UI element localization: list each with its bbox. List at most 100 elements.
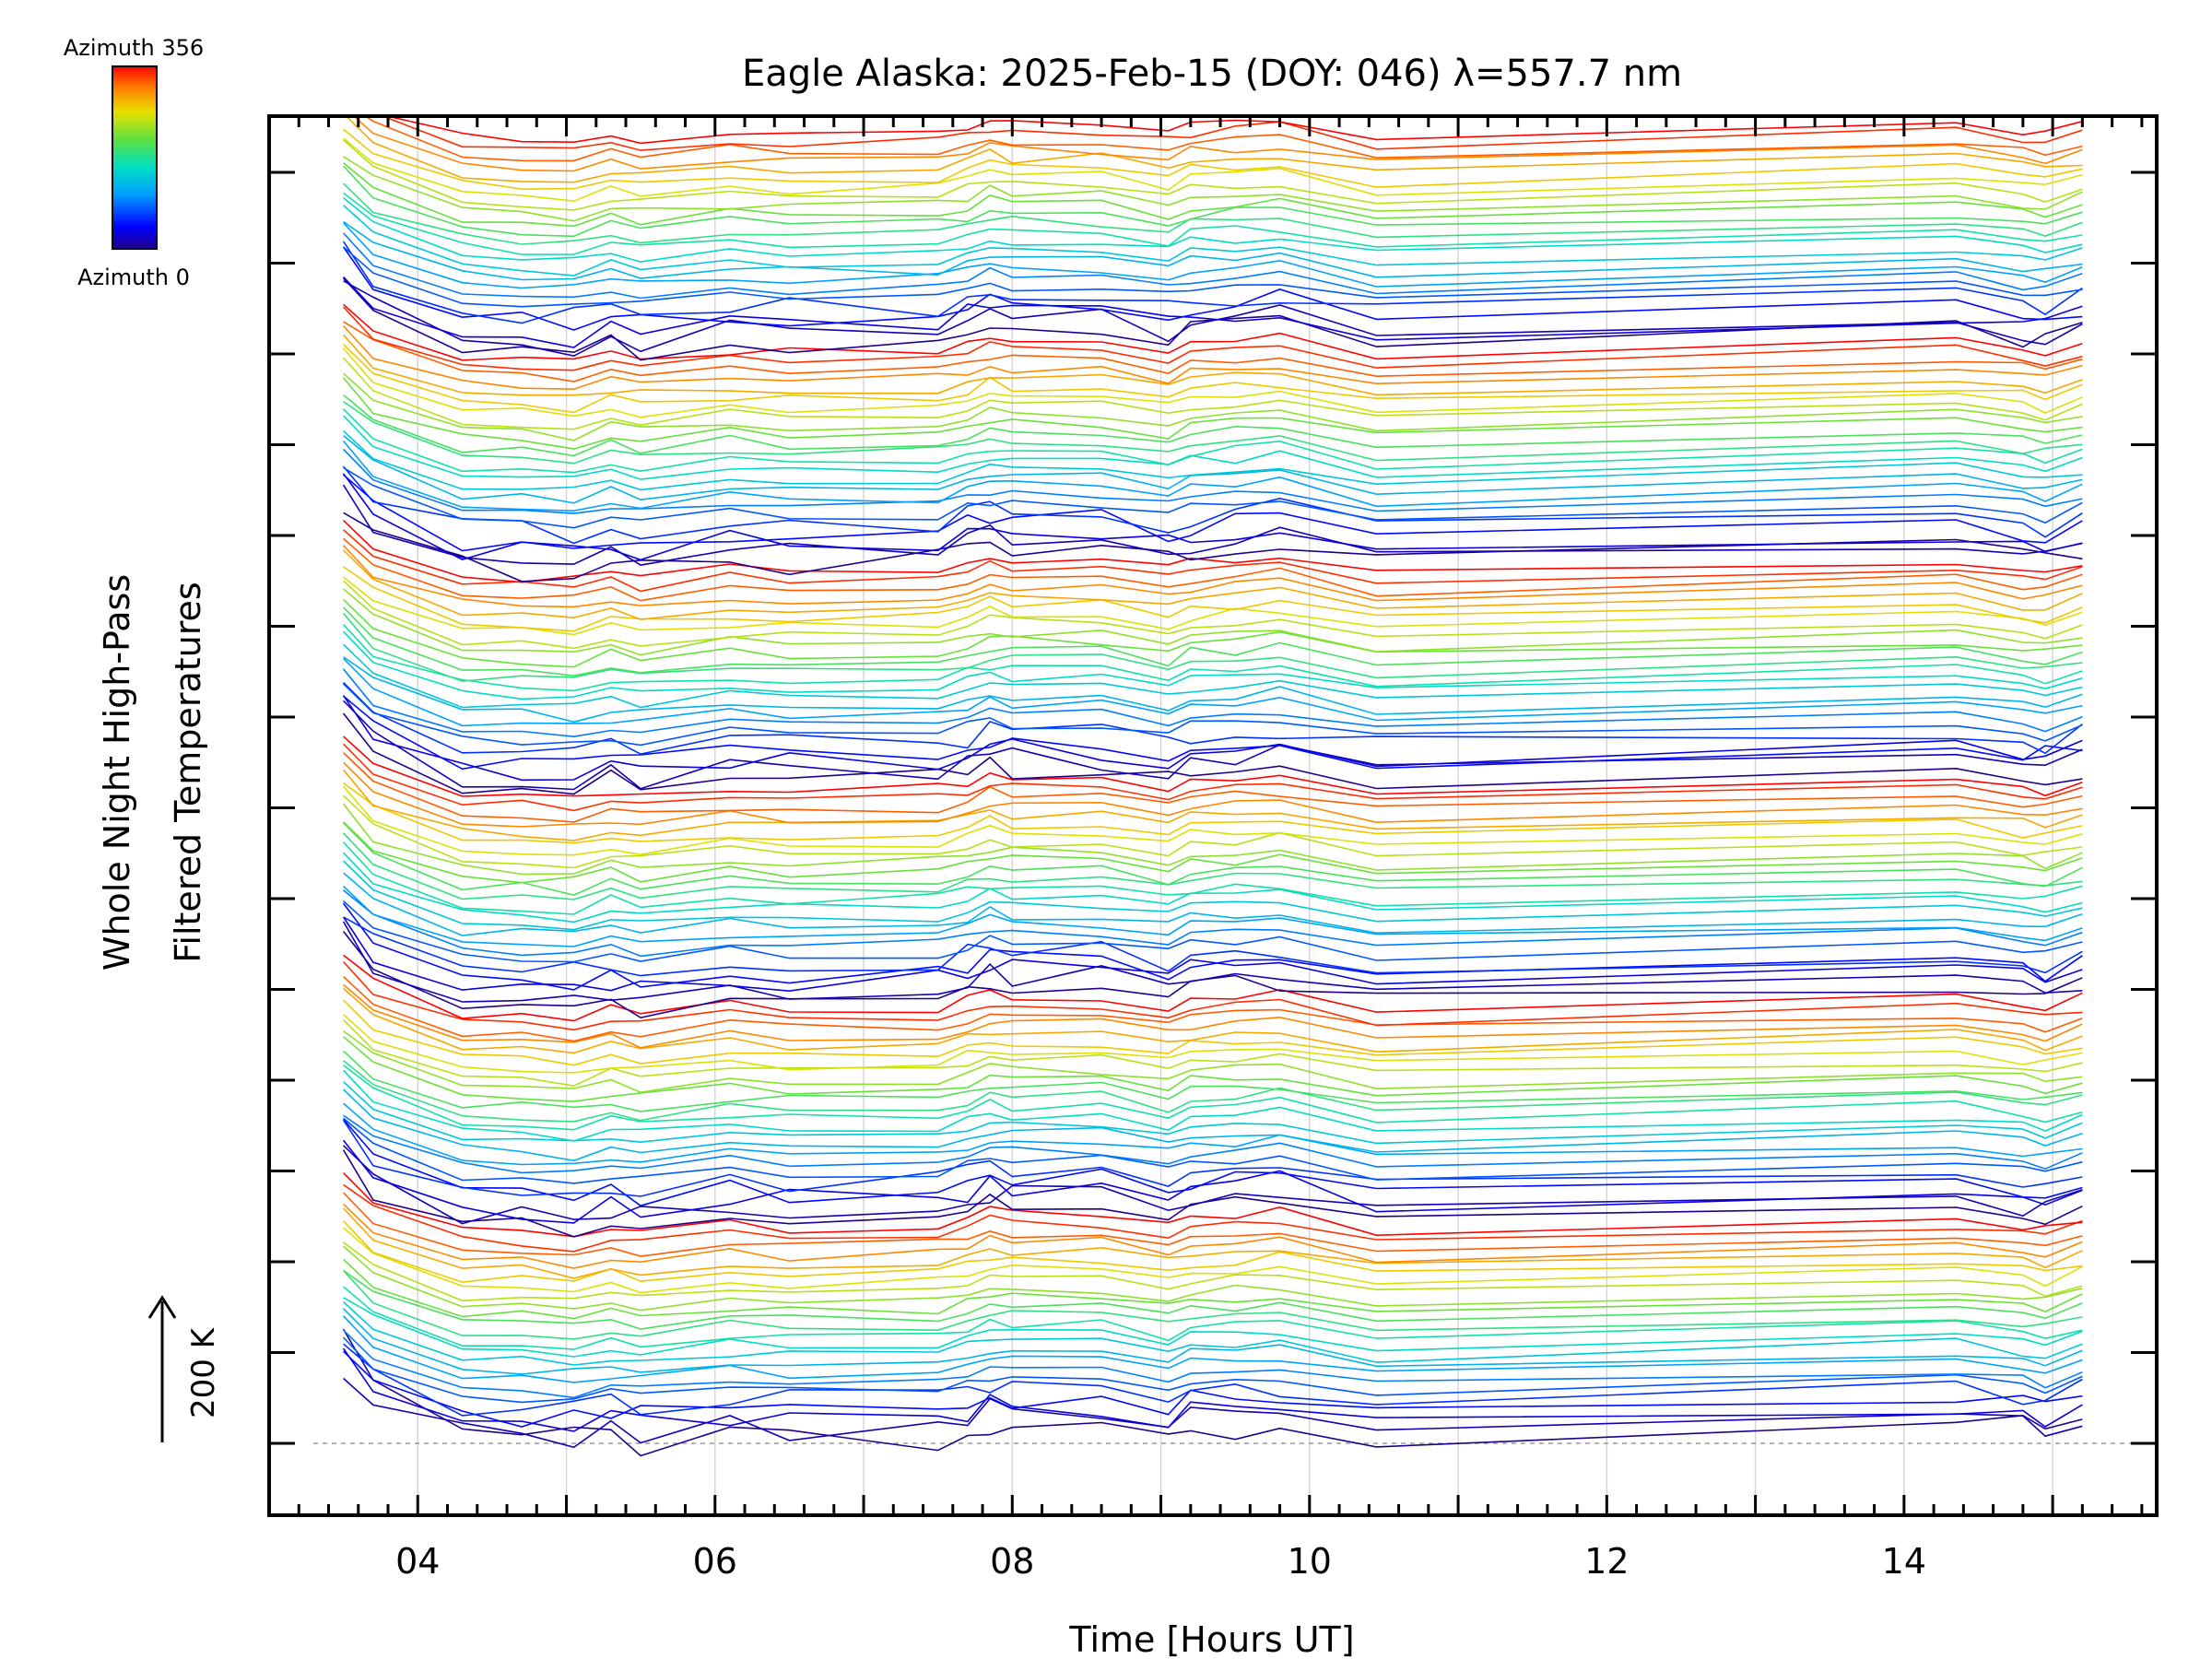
series-line: [342, 803, 2083, 876]
series-line: [343, 1329, 2083, 1399]
series-line: [343, 1065, 2083, 1131]
series-line: [343, 128, 2083, 191]
series-line: [343, 889, 2083, 958]
series-line: [343, 1286, 2083, 1350]
series-line: [343, 900, 2083, 963]
x-tick-label: 08: [990, 1541, 1034, 1582]
series-line: [343, 1207, 2083, 1279]
series-line: [342, 785, 2083, 856]
series-line: [343, 860, 2083, 931]
series-line: [342, 473, 2083, 561]
series-line: [342, 347, 2083, 418]
series-line: [343, 1060, 2083, 1123]
series-line: [343, 137, 2083, 203]
series-line: [343, 822, 2083, 897]
series-line: [343, 192, 2083, 255]
scale-bar-arrowhead: [147, 1295, 177, 1319]
series-line: [343, 580, 2083, 650]
series-line: [343, 782, 2083, 844]
series-traces: [342, 116, 2083, 1457]
series-line: [343, 1183, 2083, 1253]
x-tick-labels: 04 06 08 10 12 14: [395, 1541, 1926, 1582]
series-line: [343, 156, 2083, 222]
series-line: [343, 520, 2083, 583]
series-line: [343, 735, 2083, 797]
series-line: [343, 139, 2083, 211]
series-line: [342, 465, 2083, 545]
series-line: [342, 931, 2083, 1019]
series-line: [343, 761, 2083, 828]
series-line: [343, 1269, 2083, 1330]
series-line: [343, 1343, 2083, 1417]
series-line: [343, 1014, 2083, 1074]
series-line: [342, 916, 2083, 993]
series-line: [343, 588, 2083, 656]
series-line: [343, 1069, 2083, 1142]
series-line: [343, 1308, 2083, 1375]
series-line: [343, 408, 2083, 474]
series-line: [343, 220, 2083, 281]
series-line: [342, 1149, 2083, 1238]
series-line: [343, 197, 2083, 263]
series-line: [343, 415, 2083, 480]
series-line: [343, 1350, 2083, 1428]
plot-frame: [267, 114, 2159, 1517]
series-line: [342, 1347, 2083, 1432]
series-line: [342, 377, 2083, 450]
series-line: [342, 921, 2083, 1003]
series-line: [343, 598, 2083, 668]
series-line: [342, 484, 2083, 566]
series-line: [343, 576, 2083, 636]
series-line: [343, 1297, 2083, 1358]
series-line: [343, 960, 2083, 1031]
series-line: [345, 116, 2083, 183]
series-line: [352, 116, 2083, 172]
series-line: [343, 334, 2083, 396]
series-line: [343, 401, 2083, 465]
series-line: [343, 821, 2083, 884]
x-tick-label: 04: [395, 1541, 440, 1582]
series-line: [343, 872, 2083, 936]
series-line: [343, 1269, 2083, 1340]
series-line: [342, 712, 2083, 795]
scale-bar-label: 200 K: [185, 1326, 222, 1418]
y-axis-label-line1: Whole Night High-Pass: [97, 574, 137, 971]
series-line: [343, 537, 2083, 602]
series-line: [342, 440, 2083, 512]
series-line: [383, 116, 2083, 145]
x-tick-label: 06: [693, 1541, 737, 1582]
series-line: [342, 612, 2083, 682]
series-line: [343, 794, 2083, 869]
series-line: [343, 1081, 2083, 1145]
series-line: [343, 466, 2083, 529]
series-line: [343, 512, 2083, 582]
series-line: [343, 545, 2083, 608]
series-line: [342, 1118, 2083, 1207]
y-axis-label-line2: Filtered Temperatures: [168, 582, 208, 962]
x-tick-label: 10: [1288, 1541, 1332, 1582]
series-line: [343, 246, 2083, 308]
series-line: [343, 306, 2083, 371]
series-line: [343, 606, 2083, 677]
series-line: [343, 1036, 2083, 1102]
series-line: [343, 448, 2083, 514]
series-line: [342, 241, 2083, 324]
series-line: [342, 695, 2083, 782]
colorbar: Azimuth 356 Azimuth 0: [64, 35, 204, 290]
series-line: [343, 566, 2083, 632]
series-line: [343, 1117, 2083, 1184]
series-line: [343, 695, 2083, 771]
series-line: [343, 276, 2083, 348]
series-line: [343, 1377, 2083, 1449]
series-line: [343, 987, 2083, 1054]
series-line: [343, 1315, 2083, 1383]
colorbar-gradient: [112, 65, 158, 250]
series-line: [343, 372, 2083, 441]
series-line: [343, 752, 2083, 823]
colorbar-bottom-label: Azimuth 0: [77, 265, 190, 290]
series-line: [343, 630, 2083, 700]
series-line: [343, 1050, 2083, 1112]
series-line: [343, 321, 2083, 382]
series-line: [343, 1241, 2083, 1302]
